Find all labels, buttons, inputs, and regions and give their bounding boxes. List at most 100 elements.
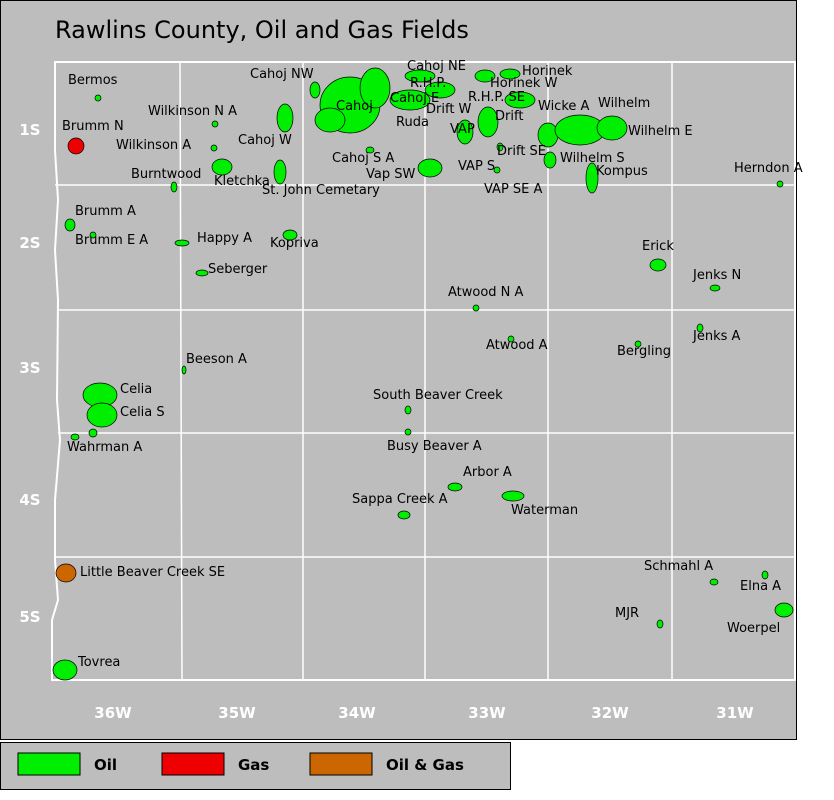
oil-field	[656, 619, 664, 629]
field-label: Wilhelm	[598, 96, 650, 111]
range-label: 32W	[591, 704, 629, 722]
oil-field	[282, 229, 298, 241]
field-label: MJR	[615, 606, 639, 621]
oil-field	[64, 218, 76, 232]
field-label: VAP	[450, 122, 475, 137]
oil-field	[181, 365, 187, 375]
oil-field	[596, 115, 628, 141]
field-label: Vap SW	[366, 167, 415, 182]
field-label: Herndon A	[734, 161, 803, 176]
field-label: Ruda	[396, 115, 429, 130]
field-label: Horinek W	[490, 76, 558, 91]
field-label: Drift W	[426, 102, 472, 117]
oil-field	[543, 151, 557, 169]
field-label: Tovrea	[77, 655, 120, 670]
oil-field	[359, 67, 391, 109]
field-label: Brumm N	[62, 119, 124, 134]
field-label: Cahoj S A	[332, 151, 394, 166]
oil-field	[89, 231, 97, 239]
map-panel	[0, 0, 797, 740]
oil-field	[424, 81, 456, 99]
field-label: Kletchka	[214, 174, 270, 189]
field-label: Celia	[120, 382, 152, 397]
legend-swatch	[309, 752, 373, 776]
field-label: Cahoj NE	[407, 59, 466, 74]
oil-field	[447, 482, 463, 492]
field-label: Burntwood	[131, 167, 201, 182]
oil-field	[709, 284, 721, 292]
oil-field	[696, 323, 704, 333]
field-label: Kompus	[596, 164, 648, 179]
oil-field	[404, 69, 436, 83]
range-label: 34W	[338, 704, 376, 722]
oil-field	[397, 510, 411, 520]
field-label: Brumm A	[75, 204, 136, 219]
field-label: Bergling	[617, 344, 671, 359]
field-label: Drift	[495, 109, 523, 124]
oil-field	[52, 659, 78, 681]
oil-field	[404, 428, 412, 436]
field-label: Happy A	[197, 231, 252, 246]
oil-field	[195, 269, 209, 277]
oil-field	[309, 81, 321, 99]
field-label: Little Beaver Creek SE	[80, 565, 225, 580]
oil-field	[417, 158, 443, 178]
title: Rawlins County, Oil and Gas Fields	[55, 16, 469, 44]
field-label: Celia S	[120, 405, 165, 420]
field-label: Kopriva	[270, 236, 319, 251]
oil-field	[501, 490, 525, 502]
legend-swatch	[161, 752, 225, 776]
field-label: St. John Cemetary	[262, 183, 380, 198]
field-label: Woerpel	[727, 621, 780, 636]
oil-field	[761, 570, 769, 580]
field-label: Horinek	[522, 64, 573, 79]
oil-field	[211, 158, 233, 176]
field-label: VAP SE A	[484, 182, 543, 197]
oil-field	[70, 433, 80, 441]
oil-field	[474, 69, 496, 83]
field-label: Schmahl A	[644, 559, 713, 574]
field-label: Wahrman A	[67, 440, 142, 455]
oil-field	[585, 162, 599, 194]
oil-field	[456, 119, 474, 145]
township-label: 1S	[19, 121, 40, 139]
field-label: Cahoj	[336, 99, 373, 114]
field-label: Brumm E A	[75, 233, 148, 248]
oil-field	[496, 142, 504, 152]
oil-field	[174, 239, 190, 247]
field-label: Erick	[642, 239, 674, 254]
oil-field	[276, 103, 294, 133]
legend-label: Oil	[94, 756, 117, 774]
gas-field	[67, 137, 85, 155]
field-label: Atwood N A	[448, 285, 524, 300]
field-label: Sappa Creek A	[352, 492, 448, 507]
oil-field	[507, 335, 515, 343]
field-label: Cahoj E	[390, 91, 439, 106]
field-label: South Beaver Creek	[373, 388, 503, 403]
field-label: Bermos	[68, 73, 118, 88]
field-label: Cahoj NW	[250, 67, 314, 82]
range-label: 35W	[218, 704, 256, 722]
oil-field	[774, 602, 794, 618]
oil-field	[94, 94, 102, 102]
legend-label: Gas	[238, 756, 269, 774]
oil-field	[709, 578, 719, 586]
oil-gas-field	[55, 563, 77, 583]
field-label: R.H.P.	[410, 76, 446, 91]
range-label: 36W	[94, 704, 132, 722]
field-label: R.H.P. SE	[468, 90, 525, 105]
oil-field	[88, 428, 98, 438]
field-label: Atwood A	[486, 338, 548, 353]
oil-field	[649, 258, 667, 272]
oil-field	[86, 402, 118, 428]
field-label: Wilhelm S	[560, 151, 625, 166]
field-label: Cahoj W	[238, 133, 292, 148]
township-label: 3S	[19, 359, 40, 377]
oil-field	[211, 120, 219, 128]
field-label: Beeson A	[186, 352, 247, 367]
oil-field	[365, 146, 375, 154]
field-label: Seberger	[208, 262, 268, 277]
oil-field	[634, 340, 642, 348]
